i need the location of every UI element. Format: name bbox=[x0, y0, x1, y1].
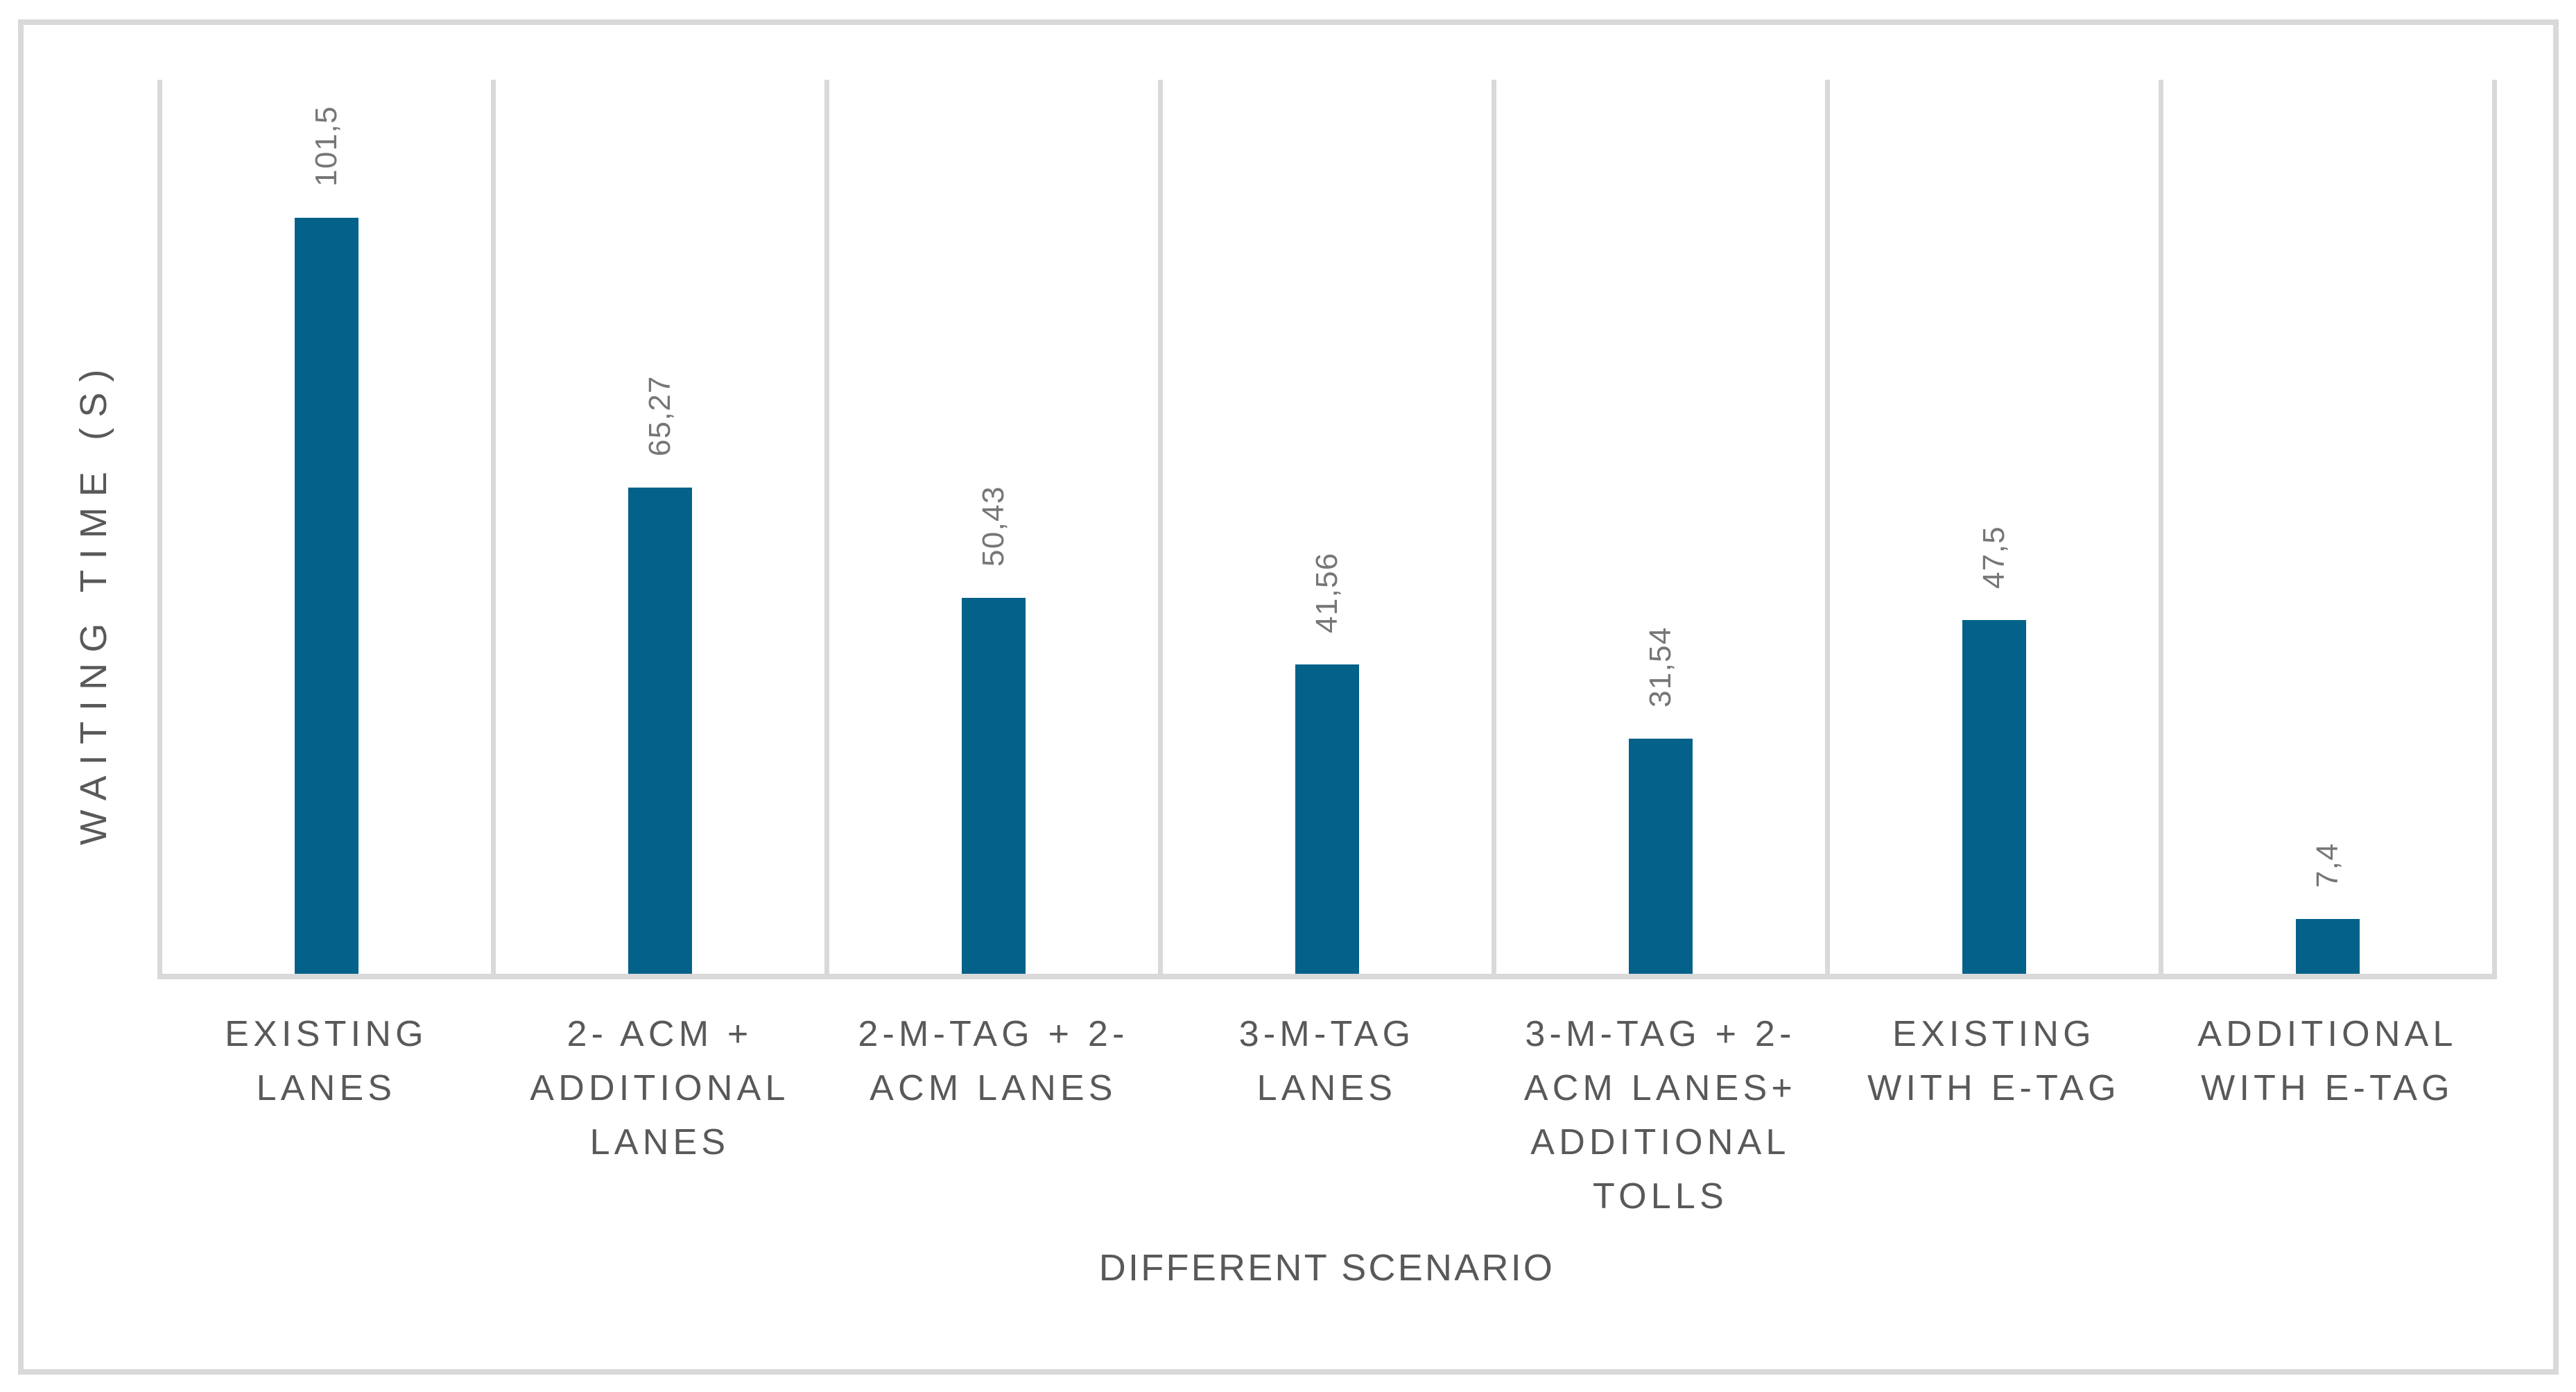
category-label: EXISTING WITH E-TAG bbox=[1867, 1014, 2120, 1108]
category-label: 2- ACM + ADDITIONAL LANES bbox=[530, 1014, 790, 1162]
category-label: 3-M-TAG + 2- ACM LANES+ ADDITIONAL TOLLS bbox=[1523, 1014, 1797, 1217]
bar bbox=[1962, 620, 2026, 974]
x-axis-title: DIFFERENT SCENARIO bbox=[1098, 1247, 1555, 1289]
bar-value-label: 65,27 bbox=[642, 375, 677, 456]
category-label: 3-M-TAG LANES bbox=[1238, 1014, 1415, 1108]
bar-value-label: 50,43 bbox=[976, 486, 1010, 567]
bar-value-label: 31,54 bbox=[1643, 626, 1677, 707]
x-axis-line bbox=[157, 974, 2497, 979]
vertical-gridline bbox=[1824, 80, 1830, 979]
bar-value-label: 47,5 bbox=[1976, 526, 2011, 589]
vertical-gridline bbox=[1491, 80, 1496, 979]
vertical-gridline bbox=[824, 80, 829, 979]
vertical-gridline bbox=[2158, 80, 2163, 979]
bar bbox=[1628, 739, 1693, 974]
chart-frame bbox=[18, 19, 2559, 1375]
bar bbox=[2295, 919, 2360, 974]
category-label: ADDITIONAL WITH E-TAG bbox=[2197, 1014, 2457, 1108]
category-label: EXISTING LANES bbox=[225, 1014, 428, 1108]
bar-value-label: 7,4 bbox=[2310, 842, 2344, 888]
bar bbox=[1295, 664, 1359, 974]
vertical-gridline bbox=[2491, 80, 2497, 979]
bar bbox=[294, 218, 358, 974]
bar-value-label: 41,56 bbox=[1309, 552, 1344, 633]
bar bbox=[628, 488, 692, 974]
vertical-gridline bbox=[1157, 80, 1163, 979]
y-axis-title: WAITING TIME (S) bbox=[73, 359, 114, 845]
vertical-gridline bbox=[490, 80, 496, 979]
bar-value-label: 101,5 bbox=[309, 105, 343, 187]
y-axis-line bbox=[157, 80, 162, 979]
category-label: 2-M-TAG + 2- ACM LANES bbox=[858, 1014, 1129, 1108]
bar bbox=[961, 598, 1026, 974]
